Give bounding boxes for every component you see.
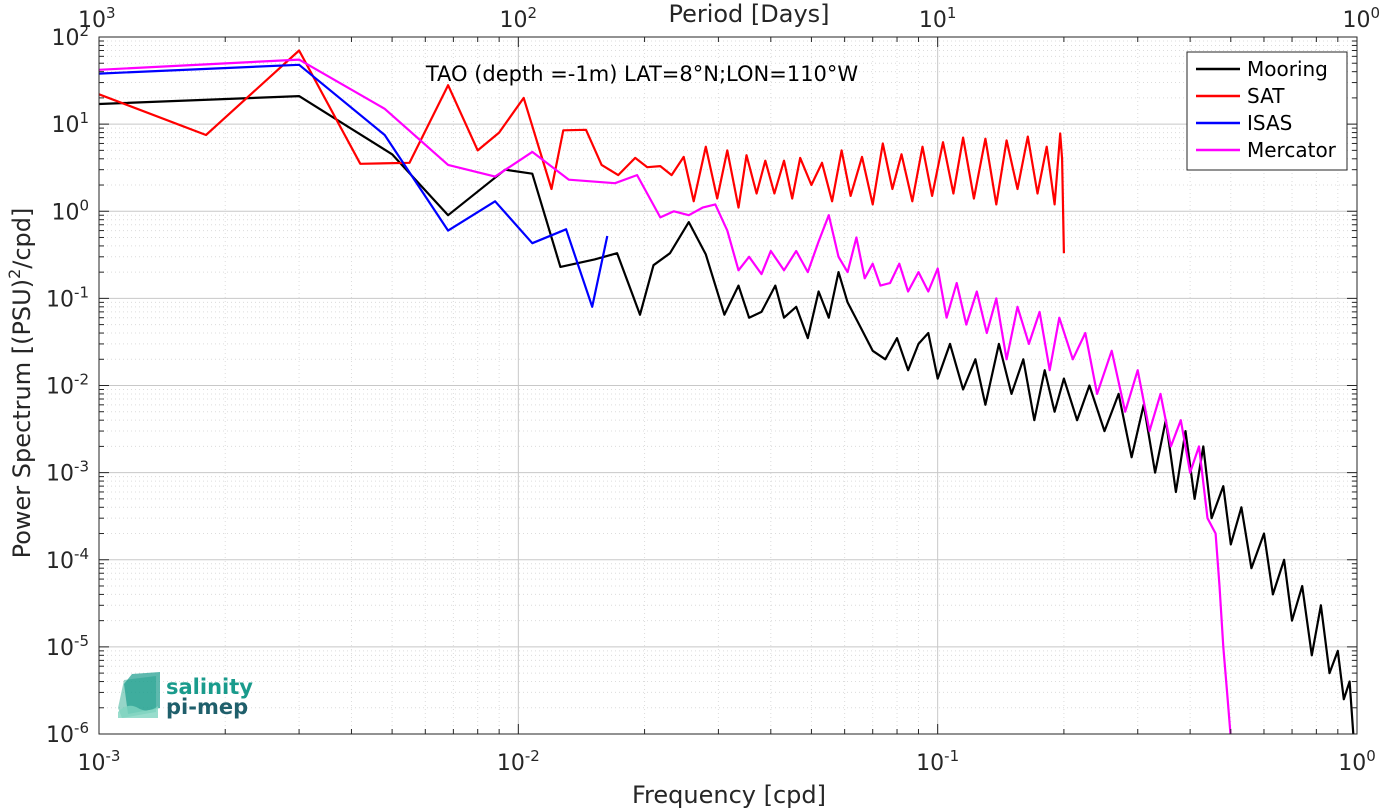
x-tick-label: 10-3 xyxy=(78,747,121,776)
x2-axis-title: Period [Days] xyxy=(668,0,829,28)
series-line-isas xyxy=(99,63,609,308)
legend-label-mercator: Mercator xyxy=(1247,138,1337,162)
legend-label-isas: ISAS xyxy=(1247,111,1292,135)
series-line-sat xyxy=(99,49,1065,254)
salinity-pi-mep-logo: salinity pi-mep xyxy=(118,672,253,719)
chart-title: TAO (depth =-1m) LAT=8°N;LON=110°W xyxy=(425,62,859,86)
x-tick-label: 100 xyxy=(1338,747,1376,776)
series-line-mercator xyxy=(99,58,1232,734)
y-tick-label: 102 xyxy=(51,22,89,51)
y-tick-label: 10-3 xyxy=(46,458,89,487)
legend: Mooring SAT ISAS Mercator xyxy=(1186,51,1348,171)
legend-label-mooring: Mooring xyxy=(1247,57,1328,81)
y-tick-label: 100 xyxy=(51,196,89,225)
x-tick-label: 10-2 xyxy=(497,747,540,776)
y-tick-label: 10-6 xyxy=(46,719,89,748)
x-tick-label: 10-1 xyxy=(916,747,959,776)
y-tick-label: 10-1 xyxy=(46,283,89,312)
series-group xyxy=(99,49,1355,734)
y-tick-label: 10-2 xyxy=(46,371,89,400)
y-axis-title: Power Spectrum [(PSU)2/cpd] xyxy=(5,208,36,559)
y-tick-label: 10-5 xyxy=(46,632,89,661)
series-line-mooring xyxy=(99,94,1355,734)
logo-line2: pi-mep xyxy=(166,695,248,719)
x2-tick-label: 101 xyxy=(919,4,957,33)
x2-tick-label: 102 xyxy=(500,4,538,33)
legend-label-sat: SAT xyxy=(1247,84,1285,108)
x-axis-title: Frequency [cpd] xyxy=(632,781,826,809)
grid-lines xyxy=(98,37,1357,735)
x2-tick-label: 103 xyxy=(78,4,116,33)
y-tick-label: 101 xyxy=(51,109,89,138)
logo-wave-icon-3 xyxy=(118,705,158,718)
logo-line1: salinity xyxy=(166,675,253,699)
y-tick-label: 10-4 xyxy=(46,545,89,574)
x2-tick-label: 100 xyxy=(1342,4,1380,33)
logo-wave-icon-2 xyxy=(124,672,160,714)
tick-marks xyxy=(98,37,1357,735)
